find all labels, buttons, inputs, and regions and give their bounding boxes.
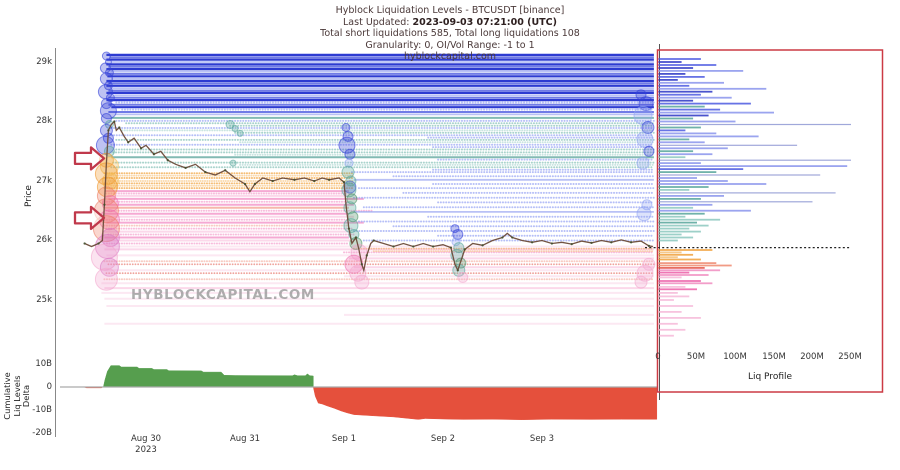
profile-tick-100m: 100M <box>723 352 747 362</box>
profile-axis-label: Liq Profile <box>747 372 793 382</box>
time-tick-sep1: Sep 1 <box>331 434 357 444</box>
watermark: HYBLOCKCAPITAL.COM <box>131 287 315 303</box>
last-updated-label: Last Updated: <box>343 16 413 28</box>
totals-line: Total short liquidations 585, Total long… <box>320 28 580 39</box>
arrow-annotations <box>73 146 106 231</box>
delta-tick-n20b: -20B <box>32 428 52 438</box>
price-tick-25k: 25k <box>36 295 52 305</box>
bubbles-layer <box>90 51 656 291</box>
price-tick-26k: 26k <box>36 235 52 245</box>
site-link: hyblockcapital.com <box>403 51 497 62</box>
time-tick-aug30: Aug 30 <box>130 434 162 444</box>
delta-axis-label: Cumulative Liq Levels Delta <box>1 372 31 420</box>
price-tick-29k: 29k <box>36 57 52 67</box>
last-updated-value: 2023-09-03 07:21:00 (UTC) <box>412 16 557 28</box>
last-updated-line: Last Updated: 2023-09-03 07:21:00 (UTC) <box>0 17 900 29</box>
profile-tick-0: 0 <box>655 352 661 362</box>
chart-title: Hyblock Liquidation Levels - BTCUSDT [bi… <box>335 5 565 16</box>
time-tick-sep2: Sep 2 <box>430 434 456 444</box>
time-tick-aug30-year: 2023 <box>135 445 157 455</box>
price-tick-27k: 27k <box>36 176 52 186</box>
delta-tick-0: 0 <box>46 382 52 392</box>
profile-tick-50m: 50M <box>686 352 706 362</box>
profile-bars-layer <box>658 58 851 337</box>
chart-header: Hyblock Liquidation Levels - BTCUSDT [bi… <box>0 5 900 63</box>
granularity-line: Granularity: 0, OI/Vol Range: -1 to 1 <box>365 39 535 51</box>
price-tick-28k: 28k <box>36 116 52 126</box>
profile-tick-150m: 150M <box>762 352 786 362</box>
profile-tick-250m: 250M <box>838 352 862 362</box>
profile-panel <box>656 49 884 393</box>
delta-tick-n10b: -10B <box>32 405 52 415</box>
profile-tick-200m: 200M <box>800 352 824 362</box>
price-axis-label: Price <box>24 185 34 207</box>
liq-lines-layer <box>101 53 655 325</box>
delta-area <box>82 365 658 420</box>
price-line <box>83 120 653 273</box>
time-tick-aug31: Aug 31 <box>229 434 261 444</box>
delta-tick-10b: 10B <box>35 359 52 369</box>
time-tick-sep3: Sep 3 <box>529 434 555 444</box>
